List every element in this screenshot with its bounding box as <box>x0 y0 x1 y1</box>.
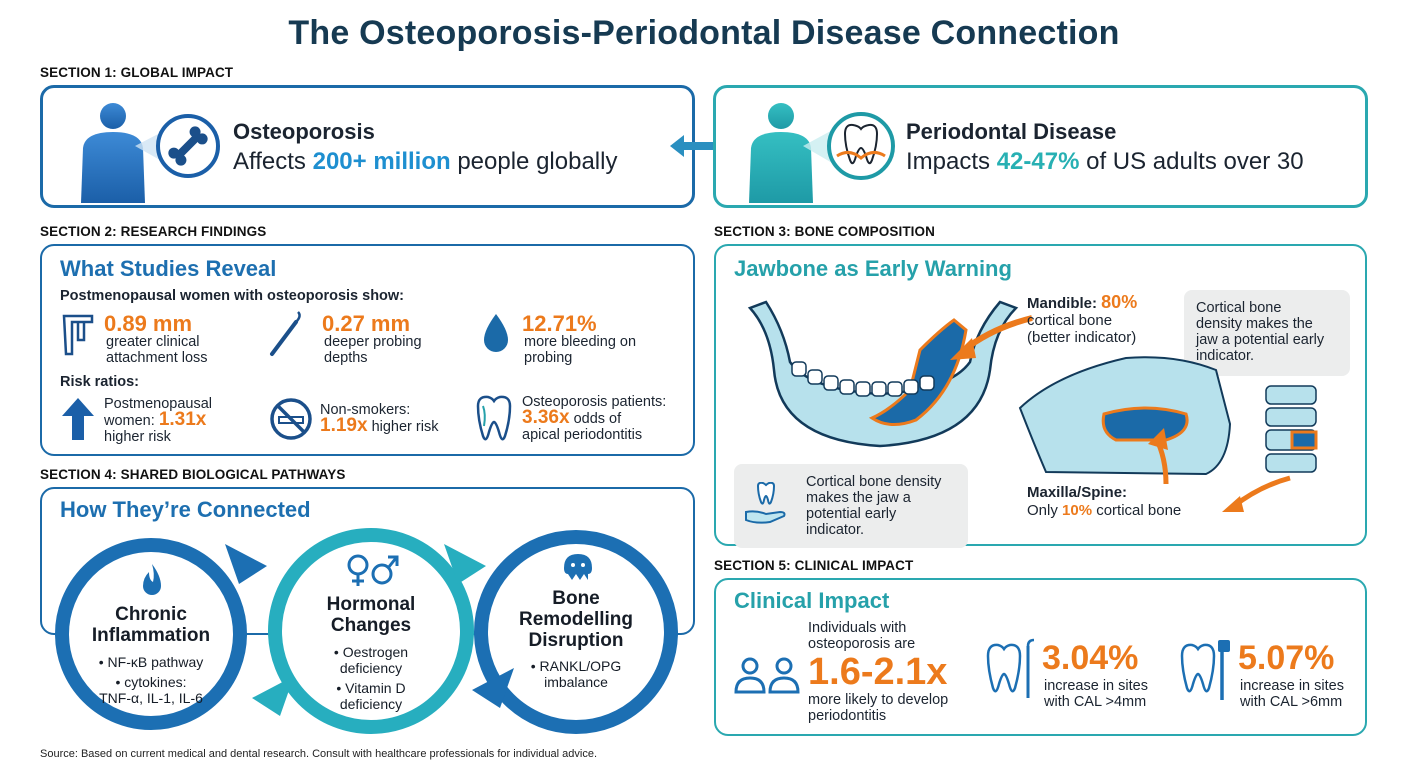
research-intro: Postmenopausal women with osteoporosis s… <box>60 288 405 304</box>
spine-illustration <box>1265 385 1318 473</box>
cycle-arrow-3 <box>252 676 294 716</box>
cycle-arrow-4 <box>472 668 514 708</box>
pathways-heading: How They’re Connected <box>60 497 311 522</box>
periodontal-fact: Impacts 42-47% of US adults over 30 <box>906 148 1304 175</box>
osteoporosis-fact: Affects 200+ million people globally <box>233 148 618 175</box>
mandible-arrow <box>950 315 1033 360</box>
section4-label: SECTION 4: SHARED BIOLOGICAL PATHWAYS <box>40 467 346 482</box>
stat-bleeding-label: more bleeding on probing <box>524 334 637 366</box>
cal6-value: 5.07% <box>1238 639 1335 677</box>
stat-bleeding-value: 12.71% <box>522 311 597 336</box>
cycle-arrow-2 <box>444 544 486 584</box>
bone-composition-heading: Jawbone as Early Warning <box>734 256 1012 281</box>
research-panel: What Studies Reveal Postmenopausal women… <box>40 244 695 456</box>
stat-cal-value: 0.89 mm <box>104 311 193 336</box>
stat-probing-value: 0.27 mm <box>322 311 411 336</box>
clinical-heading: Clinical Impact <box>734 588 890 613</box>
mandible-fact: Mandible: 80% cortical bone (better indi… <box>1027 292 1138 346</box>
risk-ratios-label: Risk ratios: <box>60 374 139 390</box>
caliper-icon <box>62 314 94 356</box>
maxilla-illustration <box>1018 356 1232 484</box>
osteoporosis-panel: Osteoporosis Affects 200+ million people… <box>40 85 695 208</box>
periodontal-panel: Periodontal Disease Impacts 42-47% of US… <box>713 85 1368 208</box>
tooth-root-icon <box>476 395 512 441</box>
flame-icon <box>143 564 161 595</box>
person-bone-icon <box>81 103 220 203</box>
tooth-probe-icon <box>986 638 1035 698</box>
gender-icon <box>347 554 399 586</box>
people-icon <box>734 657 800 694</box>
arrow-up-icon <box>62 398 94 440</box>
person-tooth-icon <box>749 103 895 203</box>
cortical-callout: Cortical bone density makes the jaw a pote… <box>1184 290 1350 376</box>
no-smoking-icon <box>270 398 312 440</box>
section3-label: SECTION 3: BONE COMPOSITION <box>714 224 935 239</box>
bone-composition-panel: Jawbone as Early Warning Mandible: 80% c… <box>714 244 1367 548</box>
risk-nonsmokers: Non-smokers: 1.19x higher risk <box>320 402 439 436</box>
double-arrow-icon <box>670 135 736 157</box>
maxilla-fact: Maxilla/Spine: Only 10% cortical bone <box>1027 484 1182 519</box>
risk-postmenopausal: Postmenopausal women: 1.31x higher risk <box>104 396 213 445</box>
section2-label: SECTION 2: RESEARCH FINDINGS <box>40 224 267 239</box>
cal4-label: increase in sites with CAL >4mm <box>1044 678 1148 710</box>
cycle-arrow-1 <box>225 544 267 584</box>
dental-probe-icon <box>270 311 301 356</box>
risk-apical: Osteoporosis patients: 3.36x odds of api… <box>522 394 667 443</box>
early-indicator-note: Cortical bone density makes the jaw a pote… <box>734 464 968 548</box>
source-note: Source: Based on current medical and den… <box>40 748 598 760</box>
section1-label: SECTION 1: GLOBAL IMPACT <box>40 65 234 80</box>
section5-label: SECTION 5: CLINICAL IMPACT <box>714 558 914 573</box>
hand-tooth-icon <box>745 482 786 524</box>
blood-drop-icon <box>484 314 508 352</box>
stat-probing-label: deeper probing depths <box>324 334 422 366</box>
spine-arrow <box>1222 475 1291 512</box>
tooth-mirror-icon <box>1180 640 1230 700</box>
clinical-main: Individuals with osteoporosis are 1.6-2.1… <box>808 620 949 724</box>
stat-cal-label: greater clinical attachment loss <box>106 334 208 366</box>
research-heading: What Studies Reveal <box>60 256 277 281</box>
osteoclast-icon <box>564 554 592 580</box>
mandible-illustration <box>747 300 1019 448</box>
cal6-label: increase in sites with CAL >6mm <box>1240 678 1344 710</box>
page-title: The Osteoporosis-Periodontal Disease Con… <box>288 14 1120 52</box>
cal4-value: 3.04% <box>1042 639 1139 677</box>
periodontal-heading: Periodontal Disease <box>906 119 1117 144</box>
clinical-panel: Clinical Impact Individuals with osteopor… <box>714 578 1367 736</box>
osteoporosis-heading: Osteoporosis <box>233 119 375 144</box>
